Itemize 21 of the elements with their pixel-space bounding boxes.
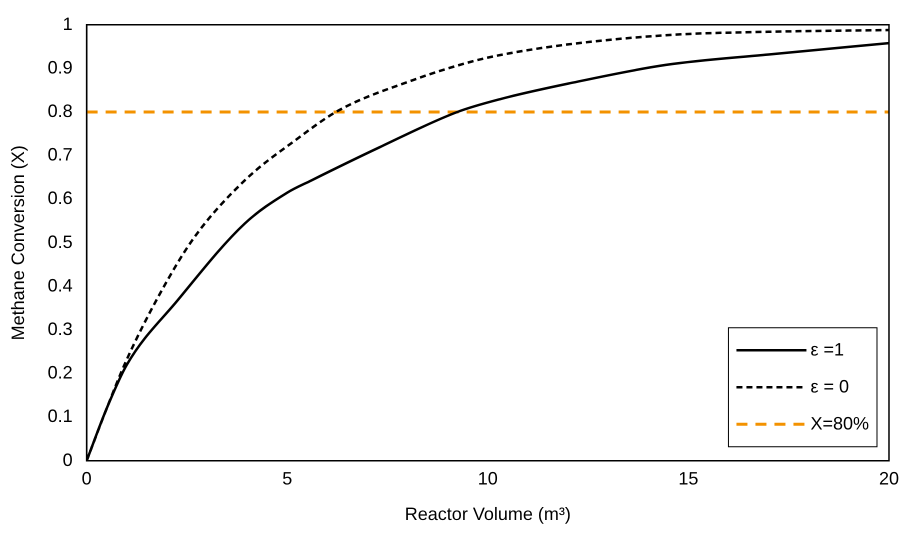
y-tick-label: 0.8 [48, 100, 73, 121]
legend-label: ε = 0 [810, 376, 850, 396]
x-tick-label: 20 [878, 468, 900, 489]
x-tick-label: 10 [478, 468, 498, 489]
y-tick-label: 0.3 [48, 318, 73, 339]
y-axis-title: Methane Conversion (X) [8, 145, 28, 340]
x-tick-label: 15 [678, 468, 698, 489]
y-tick-label: 0.5 [48, 232, 73, 252]
y-tick-label: 0.2 [48, 362, 73, 383]
y-tick-label: 0 [62, 450, 73, 470]
legend-label: ε =1 [810, 339, 844, 360]
legend-label: X=80% [810, 413, 869, 434]
y-tick-label: 0.6 [48, 188, 73, 208]
x-axis-title: Reactor Volume (m³) [404, 504, 571, 524]
y-tick-label: 0.4 [48, 275, 73, 296]
x-tick-label: 5 [282, 468, 292, 489]
y-tick-label: 0.1 [48, 406, 73, 426]
x-tick-label: 0 [82, 468, 92, 489]
y-tick-label: 1 [62, 14, 73, 34]
y-tick-label: 0.9 [48, 57, 73, 78]
y-tick-label: 0.7 [48, 144, 73, 165]
